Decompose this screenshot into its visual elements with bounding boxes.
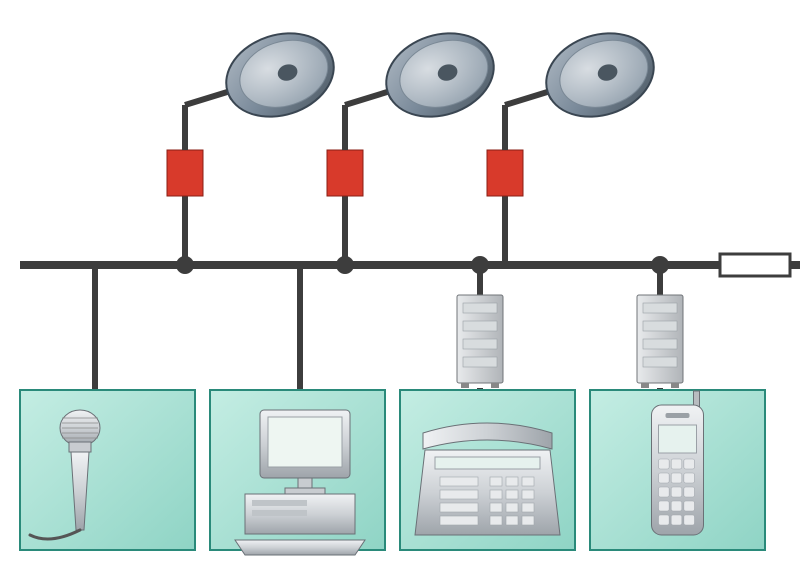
cell-phone-icon xyxy=(652,391,704,535)
horn-speaker-icon xyxy=(375,20,504,130)
loudspeaker-0 xyxy=(167,20,345,265)
desk-phone-icon xyxy=(415,423,560,535)
horn-speaker-icon xyxy=(535,20,664,130)
device-computer xyxy=(210,265,385,555)
device-microphone xyxy=(20,265,195,550)
device-cellphone xyxy=(590,265,765,550)
loudspeaker-1 xyxy=(327,20,505,265)
junction-box-0 xyxy=(167,150,203,196)
bus-terminator xyxy=(720,254,790,276)
junction-box-1 xyxy=(327,150,363,196)
network-bus xyxy=(20,256,800,274)
device-panel xyxy=(20,390,195,550)
device-deskphone xyxy=(400,265,575,550)
server-unit xyxy=(457,295,503,388)
horn-speaker-icon xyxy=(215,20,344,130)
server-unit xyxy=(637,295,683,388)
junction-box-2 xyxy=(487,150,523,196)
loudspeaker-2 xyxy=(487,20,665,265)
